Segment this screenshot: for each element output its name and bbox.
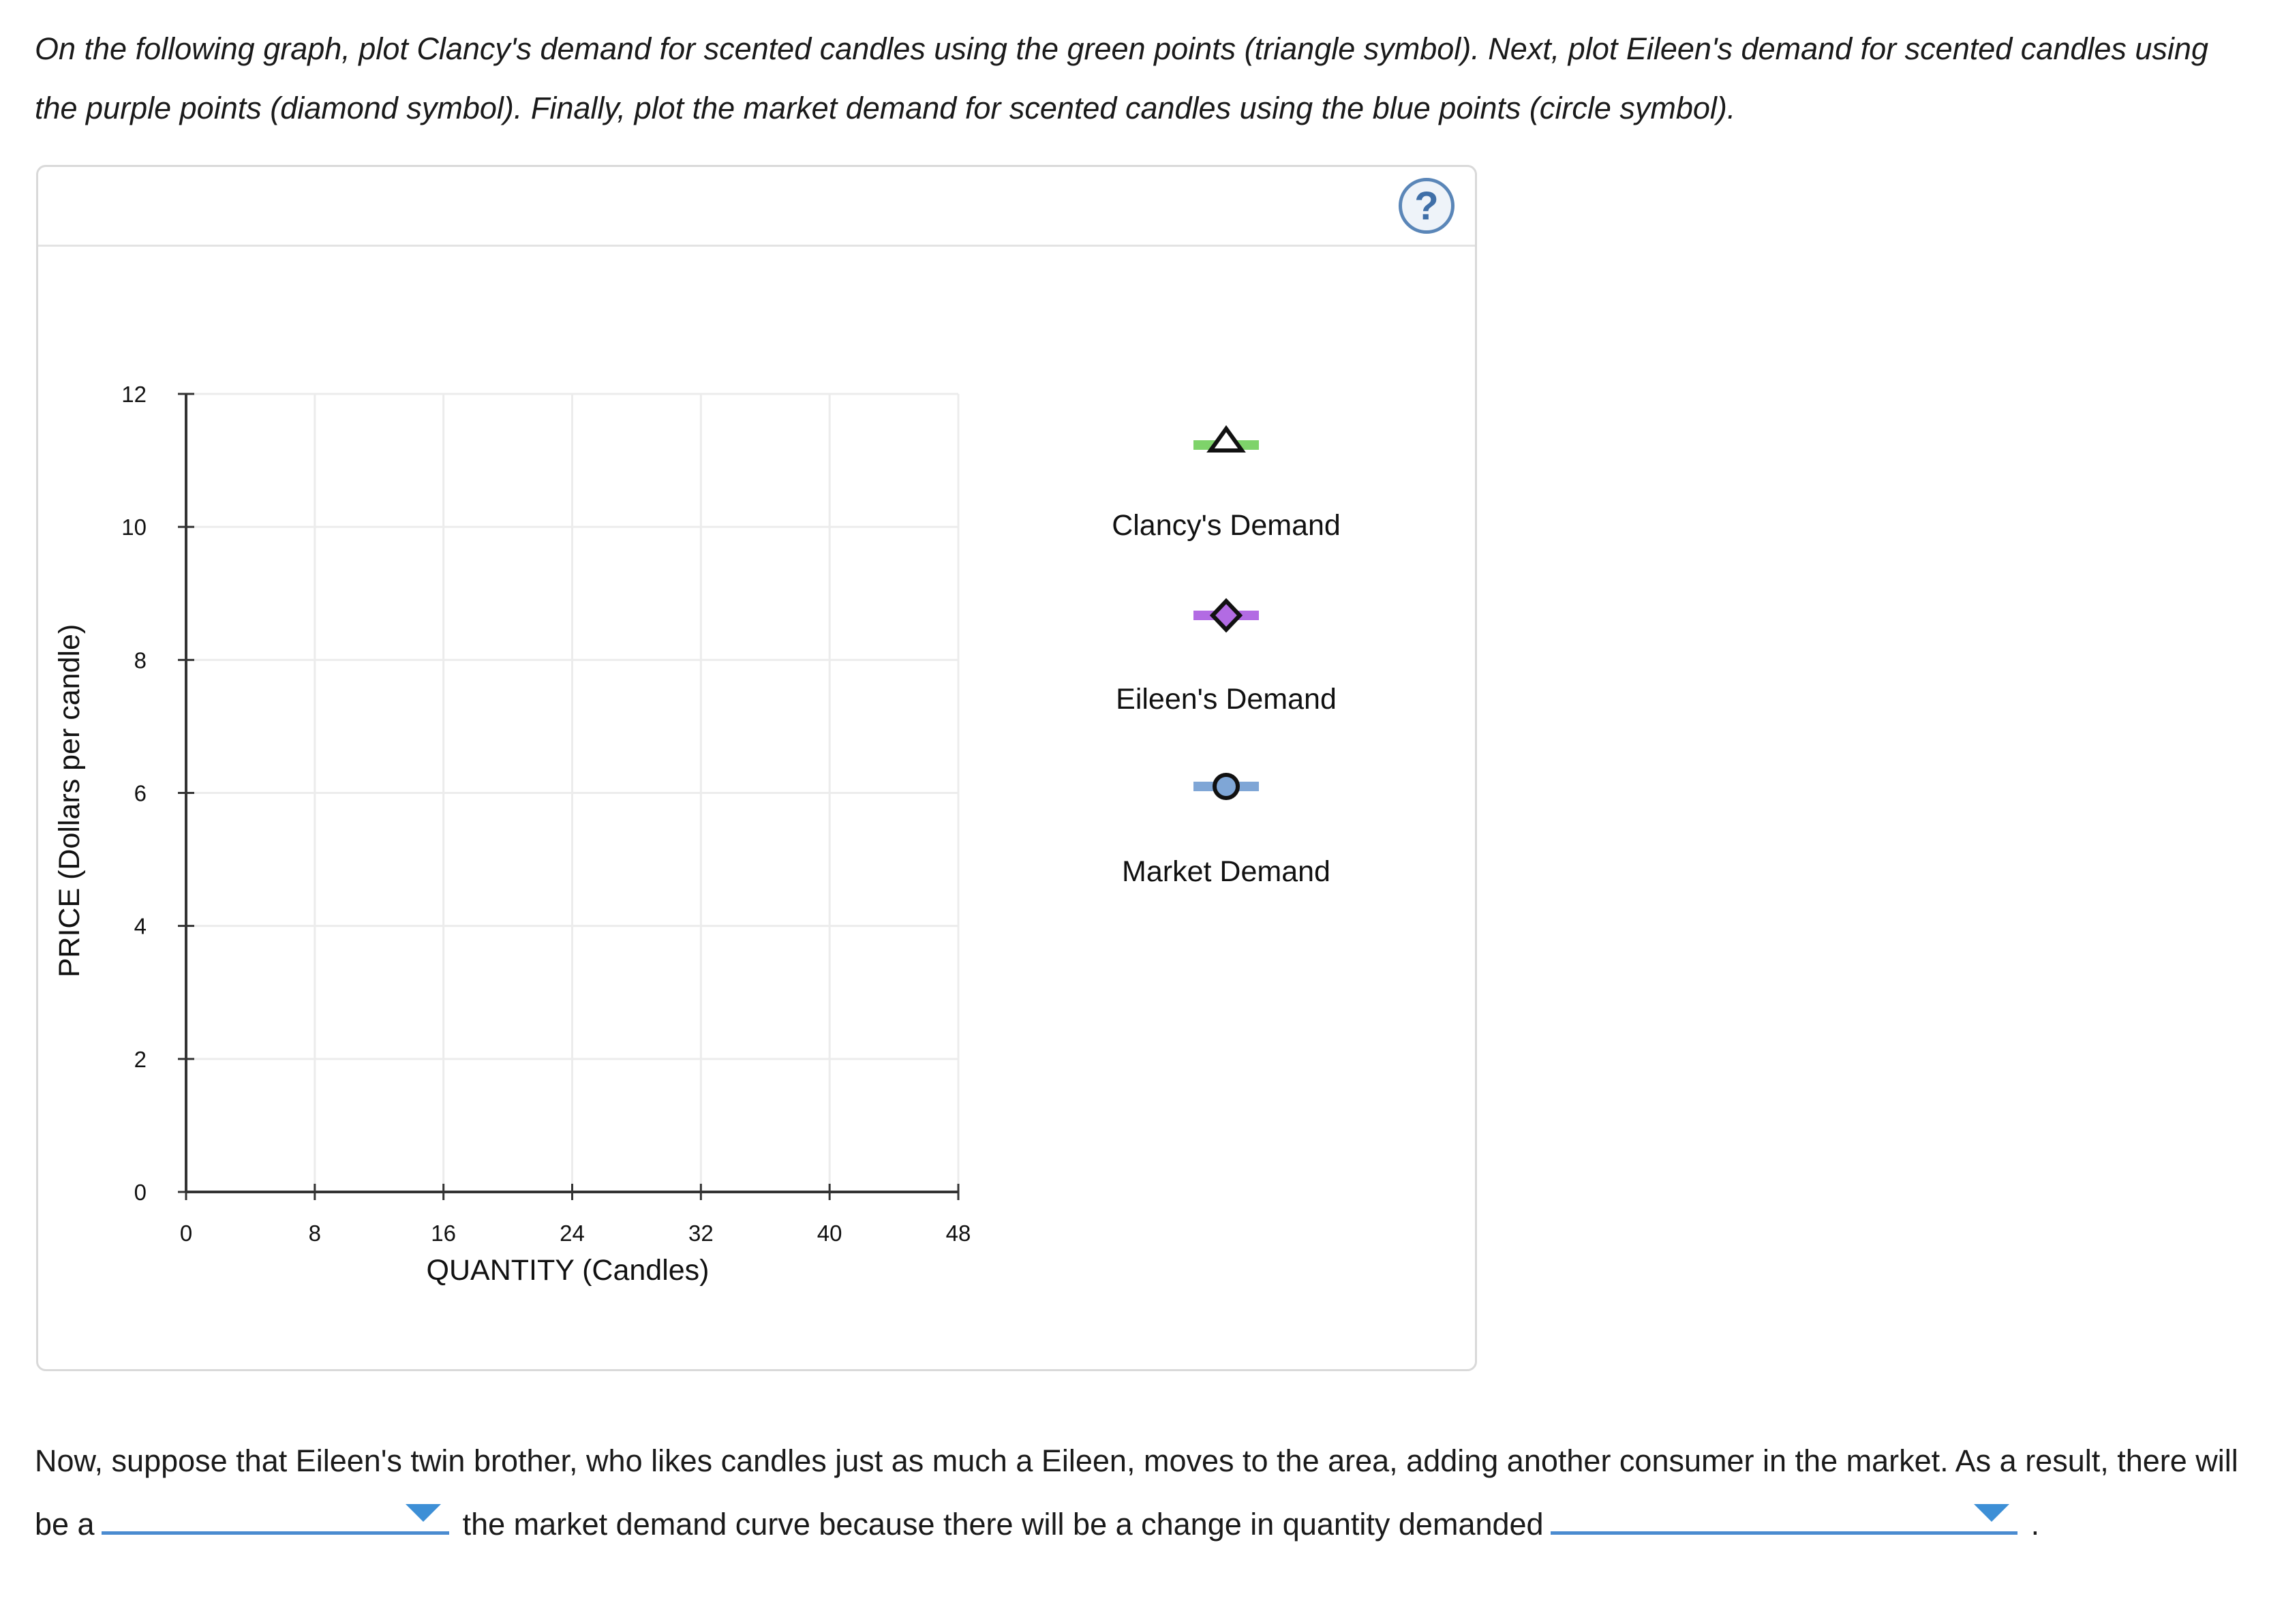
y-tick-label: 6 [134,781,147,806]
question-mark-icon: ? [1414,183,1439,228]
grid-lines [186,393,960,1192]
quantity-dropdown[interactable] [1550,1490,2017,1535]
y-tick-label: 10 [121,515,147,540]
x-tick-label: 32 [688,1221,714,1246]
question-part3: . [2030,1507,2040,1542]
help-button[interactable]: ? [1399,178,1455,234]
question-text: Now, suppose that Eileen's twin brother,… [35,1431,2250,1554]
legend-clancy[interactable]: Clancy's Demand [1112,425,1341,542]
question-part1: Now, suppose that Eileen's twin brother,… [35,1443,2238,1542]
graph-panel: ? 0 8 16 24 32 40 48 0 2 4 6 8 10 12 QUANTITY (Candle… [36,165,1477,1371]
y-tick-label: 4 [134,914,147,939]
circle-icon[interactable] [1213,773,1240,800]
chevron-down-icon[interactable] [1973,1504,2009,1522]
y-axis-label: PRICE (Dollars per candle) [53,624,86,978]
x-tick-label: 16 [431,1221,456,1246]
question-part2: the market demand curve because there wi… [462,1507,1544,1542]
x-tick-label: 48 [946,1221,971,1246]
legend-eileen[interactable]: Eileen's Demand [1116,598,1337,716]
x-axis-label: QUANTITY (Candles) [427,1254,710,1287]
legend-label-clancy: Clancy's Demand [1112,509,1341,542]
x-tick-label: 0 [180,1221,192,1246]
y-tick-label: 0 [134,1180,147,1205]
triangle-icon[interactable] [1206,425,1246,453]
x-tick-label: 8 [309,1221,321,1246]
y-tick-label: 2 [134,1047,147,1072]
chevron-down-icon[interactable] [405,1504,441,1522]
shift-dropdown[interactable] [101,1490,449,1535]
y-tick-label: 8 [134,647,147,673]
x-tick-label: 24 [560,1221,585,1246]
legend-label-eileen: Eileen's Demand [1116,683,1337,716]
axes [178,393,960,1200]
legend-label-market: Market Demand [1122,855,1330,888]
legend-market[interactable]: Market Demand [1122,773,1330,888]
diamond-icon[interactable] [1209,598,1243,633]
panel-header: ? [38,167,1475,247]
x-tick-label: 40 [817,1221,842,1246]
y-tick-label: 12 [121,382,147,407]
instructions-text: On the following graph, plot Clancy's de… [35,31,2208,125]
